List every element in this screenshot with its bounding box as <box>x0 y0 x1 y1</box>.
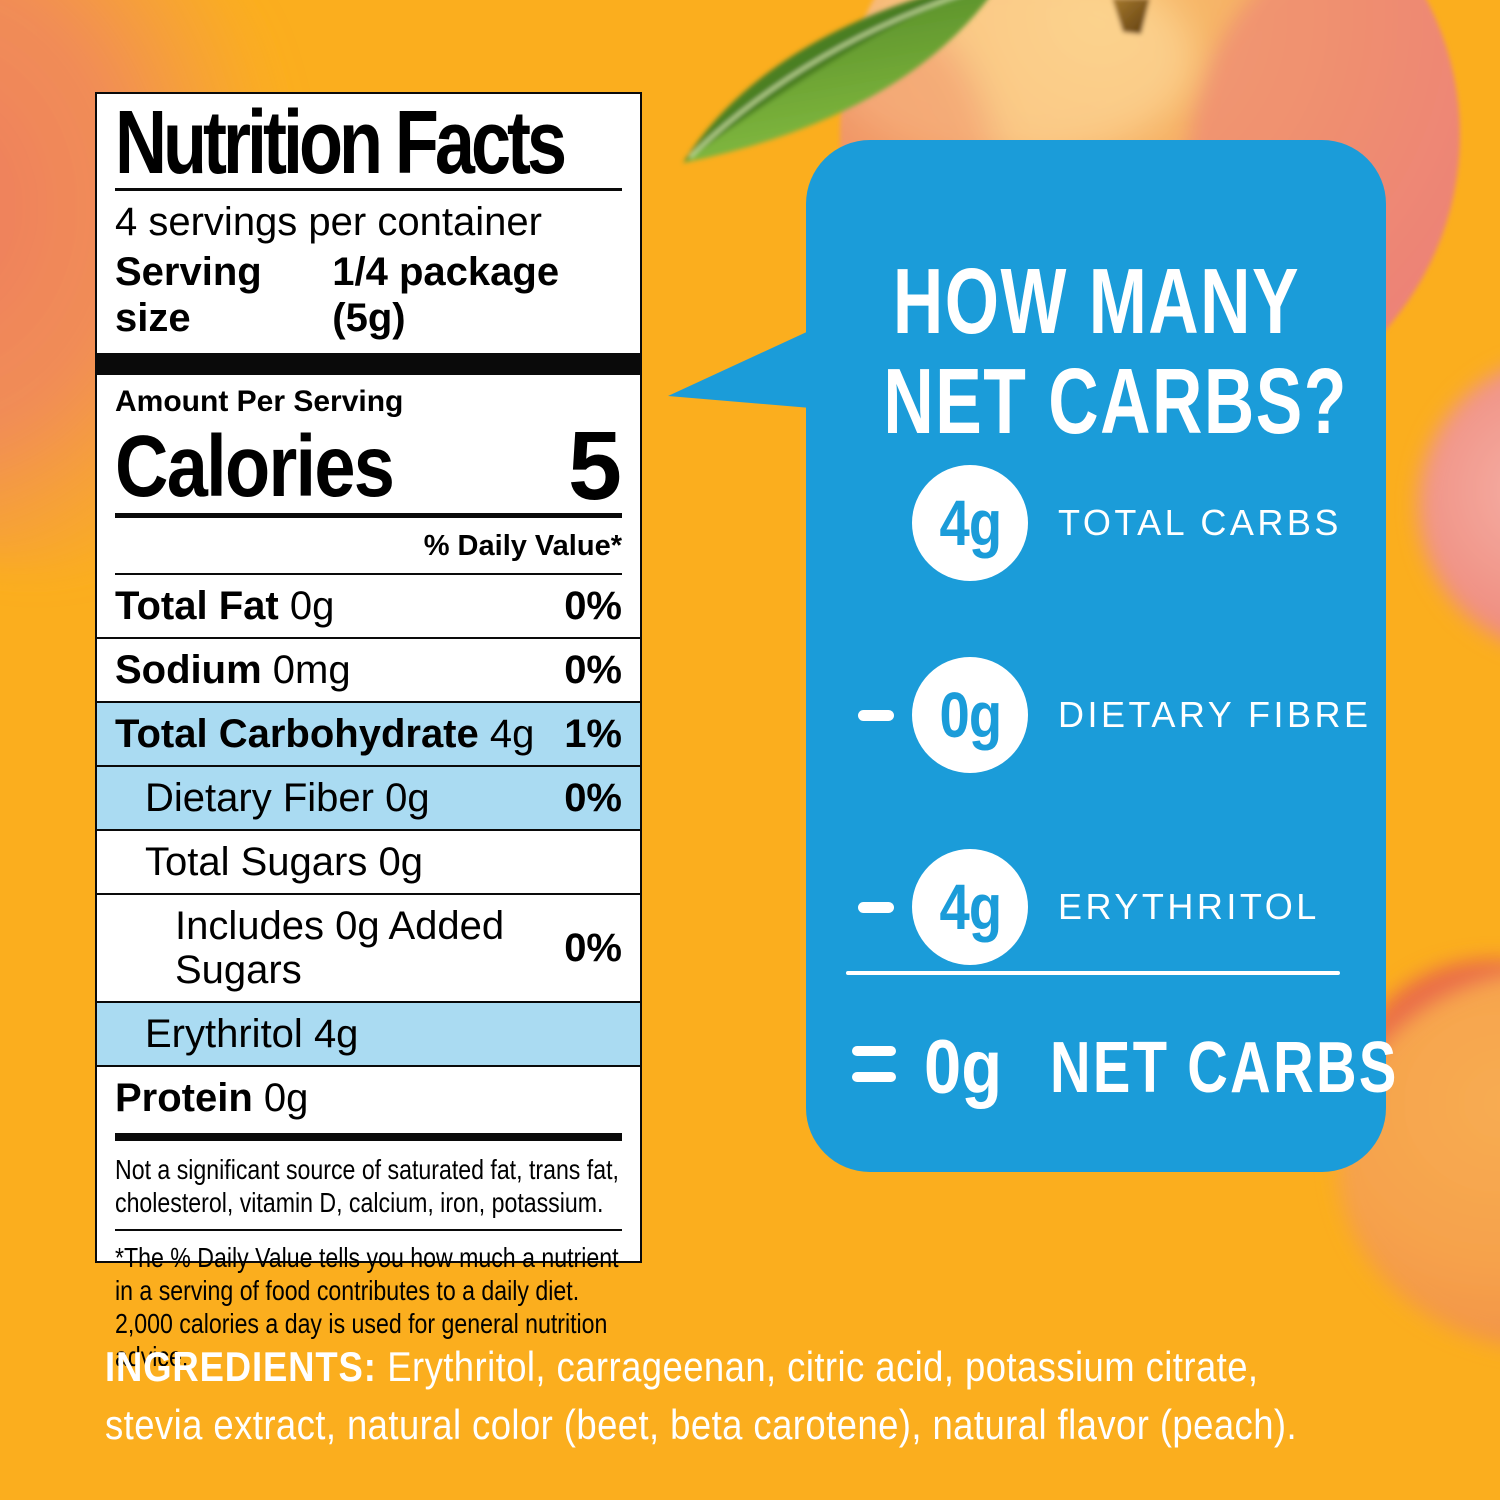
thick-divider <box>97 353 640 375</box>
minus-icon <box>858 902 894 913</box>
nutrition-facts-label: Nutrition Facts 4 servings per container… <box>95 92 642 1372</box>
serving-size-label: Serving size <box>115 250 262 340</box>
row-label: DIETARY FIBRE <box>1058 694 1372 735</box>
calories-label: Calories <box>115 418 395 515</box>
nutrient-rows: Total Fat 0g 0% Sodium 0mg 0% Total Carb… <box>97 573 640 1129</box>
row-label: ERYTHRITOL <box>1058 886 1320 927</box>
row-erythritol: Erythritol 4g <box>97 1001 640 1065</box>
blurred-peach-right <box>1418 371 1500 639</box>
servings-per-container: 4 servings per container <box>115 200 542 244</box>
ingredients-block: INGREDIENTS: Erythritol, carrageenan, ci… <box>105 1338 1478 1454</box>
serving-size-row: Serving size 1/4 package (5g) <box>115 249 622 341</box>
row-label: TOTAL CARBS <box>1058 502 1342 543</box>
net-carbs-panel: HOW MANY NET CARBS? 4g TOTAL CARBS 0g DI… <box>806 140 1396 1172</box>
ingredients-line-2: stevia extract, natural color (beet, bet… <box>105 1401 1298 1448</box>
footnote-daily-value: *The % Daily Value tells you how much a … <box>115 1242 619 1372</box>
ingredients-line-1: INGREDIENTS: Erythritol, carrageenan, ci… <box>105 1343 1259 1390</box>
net-carbs-row-erythritol: 4g ERYTHRITOL <box>806 849 1386 965</box>
net-carbs-result-row: 0g NET CARBS <box>806 1008 1396 1128</box>
net-carbs-row-dietary-fibre: 0g DIETARY FIBRE <box>806 657 1386 773</box>
leaf-illustration <box>683 0 988 163</box>
amount-per-serving-label: Amount Per Serving <box>115 385 404 418</box>
row-total-fat: Total Fat 0g 0% <box>115 584 622 628</box>
row-protein: Protein 0g <box>97 1065 640 1129</box>
divider <box>115 188 622 191</box>
calories-row: Calories 5 <box>115 411 622 520</box>
divider <box>115 513 622 518</box>
equals-icon <box>852 1046 896 1082</box>
peach-stem <box>1112 0 1150 34</box>
divider <box>115 1229 622 1231</box>
calories-value: 5 <box>568 411 622 520</box>
row-total-carbohydrate: Total Carbohydrate 4g 1% <box>97 701 640 765</box>
result-amount: 0g <box>924 1025 1003 1110</box>
amount-circle: 4g <box>912 465 1028 581</box>
serving-size-value: 1/4 package (5g) <box>332 250 560 340</box>
sum-divider <box>846 971 1340 975</box>
row-total-sugars: Total Sugars 0g <box>97 829 640 893</box>
ingredients-label: INGREDIENTS: <box>105 1343 377 1390</box>
amount-circle: 4g <box>912 849 1028 965</box>
amount-circle: 0g <box>912 657 1028 773</box>
minus-icon <box>858 710 894 721</box>
result-label: NET CARBS <box>1050 1028 1399 1108</box>
nutrition-facts-title: Nutrition Facts <box>115 93 567 193</box>
net-carbs-row-total-carbs: 4g TOTAL CARBS <box>806 465 1386 581</box>
row-added-sugars: Includes 0g Added Sugars 0% <box>97 893 640 1001</box>
net-carbs-title: HOW MANY NET CARBS? <box>883 249 1348 453</box>
row-dietary-fiber: Dietary Fiber 0g 0% <box>97 765 640 829</box>
speech-bubble-tail <box>668 330 811 408</box>
row-sodium: Sodium 0mg 0% <box>97 637 640 701</box>
daily-value-header: % Daily Value* <box>423 530 622 562</box>
footnote-not-significant: Not a significant source of saturated fa… <box>115 1154 619 1218</box>
divider <box>115 1133 622 1141</box>
